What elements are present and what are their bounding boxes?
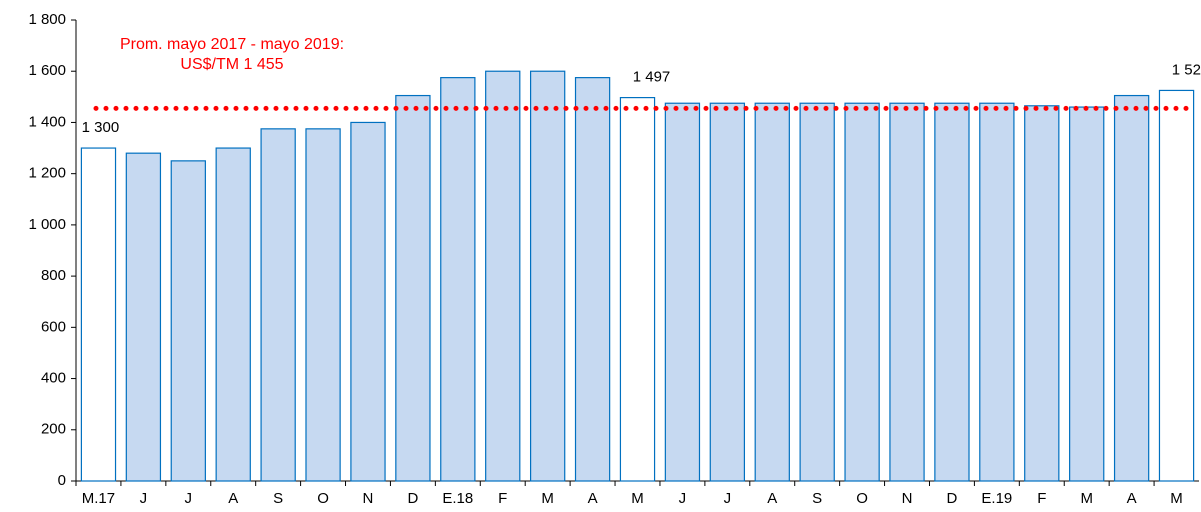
bar — [170, 160, 206, 482]
bar — [1024, 105, 1060, 482]
x-tick-label: D — [407, 490, 418, 507]
x-tick-label: A — [228, 490, 238, 507]
bar — [440, 77, 476, 482]
x-tick-label: M — [1170, 490, 1183, 507]
x-tick-label: J — [185, 490, 193, 507]
y-tick-label: 1 400 — [28, 113, 66, 130]
bar — [125, 152, 162, 482]
bar — [574, 77, 611, 482]
bar — [844, 102, 880, 482]
reference-label: Prom. mayo 2017 - mayo 2019: — [120, 36, 344, 53]
bar — [529, 70, 566, 482]
bar — [80, 147, 117, 482]
bar — [664, 102, 701, 482]
y-tick-label: 0 — [58, 472, 66, 489]
bar — [934, 102, 970, 482]
bar — [1113, 94, 1150, 482]
x-tick-label: N — [902, 490, 913, 507]
x-tick-label: J — [679, 490, 687, 507]
x-tick-label: N — [363, 490, 374, 507]
bar — [979, 102, 1015, 482]
y-tick-label: 1 800 — [28, 11, 66, 28]
x-tick-label: F — [1037, 490, 1046, 507]
bar — [709, 102, 746, 482]
x-tick-label: M — [1080, 490, 1093, 507]
x-tick-label: M — [631, 490, 644, 507]
x-tick-label: E.19 — [981, 490, 1012, 507]
x-tick-label: O — [856, 490, 868, 507]
y-tick-label: 800 — [41, 267, 66, 284]
bar — [1069, 106, 1105, 482]
bar — [1158, 89, 1195, 482]
x-tick-label: J — [724, 490, 732, 507]
x-tick-label: M.17 — [82, 490, 115, 507]
x-tick-label: J — [140, 490, 148, 507]
x-tick-label: S — [812, 490, 822, 507]
bar — [215, 147, 251, 482]
y-tick-label: 400 — [41, 370, 66, 387]
x-tick-label: A — [1127, 490, 1137, 507]
value-label: 1 300 — [82, 119, 120, 136]
x-tick-label: O — [317, 490, 329, 507]
bar — [395, 94, 431, 482]
x-tick-label: S — [273, 490, 283, 507]
y-tick-label: 600 — [41, 318, 66, 335]
bar — [305, 128, 341, 482]
bar — [350, 121, 386, 482]
value-label: 1 497 — [633, 69, 671, 86]
y-tick-label: 1 200 — [28, 165, 66, 182]
y-tick-label: 1 600 — [28, 62, 66, 79]
x-tick-label: D — [947, 490, 958, 507]
x-tick-label: A — [767, 490, 777, 507]
bar — [260, 128, 296, 482]
reference-label: US$/TM 1 455 — [180, 56, 283, 73]
bar — [754, 102, 790, 482]
bar — [799, 102, 835, 482]
value-label: 1 525 — [1172, 61, 1201, 78]
x-tick-label: E.18 — [442, 490, 473, 507]
bar — [619, 97, 656, 482]
x-tick-label: F — [498, 490, 507, 507]
x-tick-label: A — [588, 490, 598, 507]
y-tick-label: 200 — [41, 421, 66, 438]
bar — [485, 70, 521, 482]
y-tick-label: 1 000 — [28, 216, 66, 233]
bar — [889, 102, 925, 482]
x-tick-label: M — [541, 490, 554, 507]
